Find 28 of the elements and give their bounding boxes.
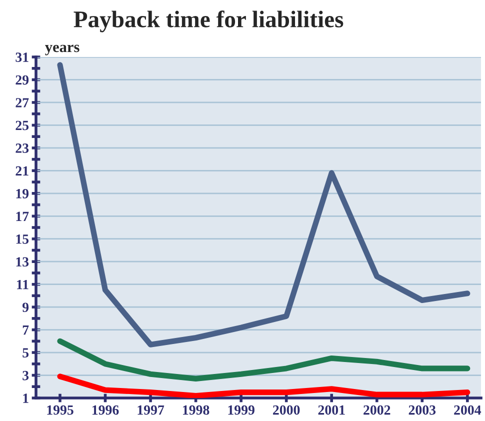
x-tick-label: 1996 (92, 405, 119, 415)
x-tick-label: 2002 (364, 405, 390, 415)
y-tick-label: 13 (16, 257, 29, 267)
y-tick-label: 1 (23, 394, 28, 403)
x-tick-label: 2001 (318, 405, 345, 415)
x-tick-label: 2003 (408, 405, 436, 415)
y-tick-label: 31 (16, 52, 28, 62)
x-tick-label: 1999 (228, 405, 254, 415)
x-tick-label: 1997 (138, 405, 164, 415)
y-tick-label: 25 (16, 120, 29, 130)
y-tick-label: 19 (16, 189, 29, 198)
y-tick-label: 29 (16, 75, 29, 85)
x-tick-label: 2000 (273, 405, 300, 415)
chart-title: Payback time for liabilities (74, 10, 344, 32)
y-axis-title: years (45, 44, 80, 56)
y-tick-label: 21 (16, 166, 28, 176)
y-tick-label: 7 (22, 326, 29, 335)
y-tick-label: 23 (16, 144, 29, 153)
y-tick-label: 5 (22, 348, 29, 358)
y-tick-label: 15 (16, 234, 29, 244)
x-tick-label: 1998 (183, 405, 210, 415)
x-tick-label: 2004 (454, 405, 482, 415)
x-tick-label: 1995 (47, 405, 74, 415)
y-tick-label: 9 (22, 302, 29, 312)
y-tick-label: 11 (17, 280, 28, 290)
y-tick-label: 3 (22, 370, 29, 380)
y-tick-label: 27 (16, 98, 29, 108)
y-tick-label: 17 (16, 212, 29, 221)
